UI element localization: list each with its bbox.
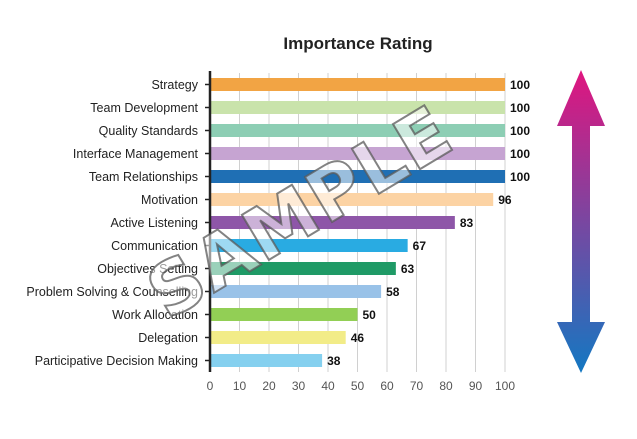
value-label: 100 bbox=[510, 78, 530, 92]
x-tick-label: 10 bbox=[233, 379, 247, 393]
bar bbox=[211, 239, 408, 252]
category-label: Team Relationships bbox=[89, 170, 198, 184]
value-label: 100 bbox=[510, 147, 530, 161]
x-tick-label: 100 bbox=[495, 379, 515, 393]
x-tick-label: 0 bbox=[207, 379, 214, 393]
chart-title: Importance Rating bbox=[283, 34, 433, 53]
value-label: 46 bbox=[351, 331, 365, 345]
value-label: 63 bbox=[401, 262, 415, 276]
category-label: Team Development bbox=[90, 101, 198, 115]
bar bbox=[211, 262, 396, 275]
x-tick-label: 80 bbox=[439, 379, 453, 393]
value-label: 50 bbox=[363, 308, 377, 322]
value-label: 96 bbox=[498, 193, 512, 207]
bar bbox=[211, 216, 455, 229]
value-label: 100 bbox=[510, 101, 530, 115]
bar bbox=[211, 285, 382, 298]
bar bbox=[211, 78, 505, 91]
category-label: Active Listening bbox=[110, 216, 198, 230]
bar bbox=[211, 124, 505, 137]
x-tick-label: 90 bbox=[469, 379, 483, 393]
bar bbox=[211, 101, 505, 114]
x-tick-label: 70 bbox=[410, 379, 424, 393]
category-label: Motivation bbox=[141, 193, 198, 207]
x-tick-label: 60 bbox=[380, 379, 394, 393]
bar bbox=[211, 170, 505, 183]
bar bbox=[211, 331, 346, 344]
category-label: Interface Management bbox=[73, 147, 199, 161]
value-label: 67 bbox=[413, 239, 427, 253]
x-tick-label: 30 bbox=[292, 379, 306, 393]
value-label: 58 bbox=[386, 285, 400, 299]
category-label: Problem Solving & Counselling bbox=[26, 285, 198, 299]
x-tick-label: 40 bbox=[321, 379, 335, 393]
bar bbox=[211, 308, 358, 321]
category-label: Participative Decision Making bbox=[35, 354, 198, 368]
category-label: Delegation bbox=[138, 331, 198, 345]
category-label: Quality Standards bbox=[99, 124, 198, 138]
value-label: 100 bbox=[510, 124, 530, 138]
double-arrow-icon bbox=[557, 70, 605, 373]
value-label: 83 bbox=[460, 216, 474, 230]
bar bbox=[211, 193, 494, 206]
category-label: Work Allocation bbox=[112, 308, 198, 322]
bar bbox=[211, 354, 323, 367]
category-label: Communication bbox=[111, 239, 198, 253]
x-tick-label: 50 bbox=[351, 379, 365, 393]
bar bbox=[211, 147, 505, 160]
category-label: Objectives Setting bbox=[97, 262, 198, 276]
category-label: Strategy bbox=[151, 78, 198, 92]
value-label: 100 bbox=[510, 170, 530, 184]
value-label: 38 bbox=[327, 354, 341, 368]
x-tick-label: 20 bbox=[262, 379, 276, 393]
